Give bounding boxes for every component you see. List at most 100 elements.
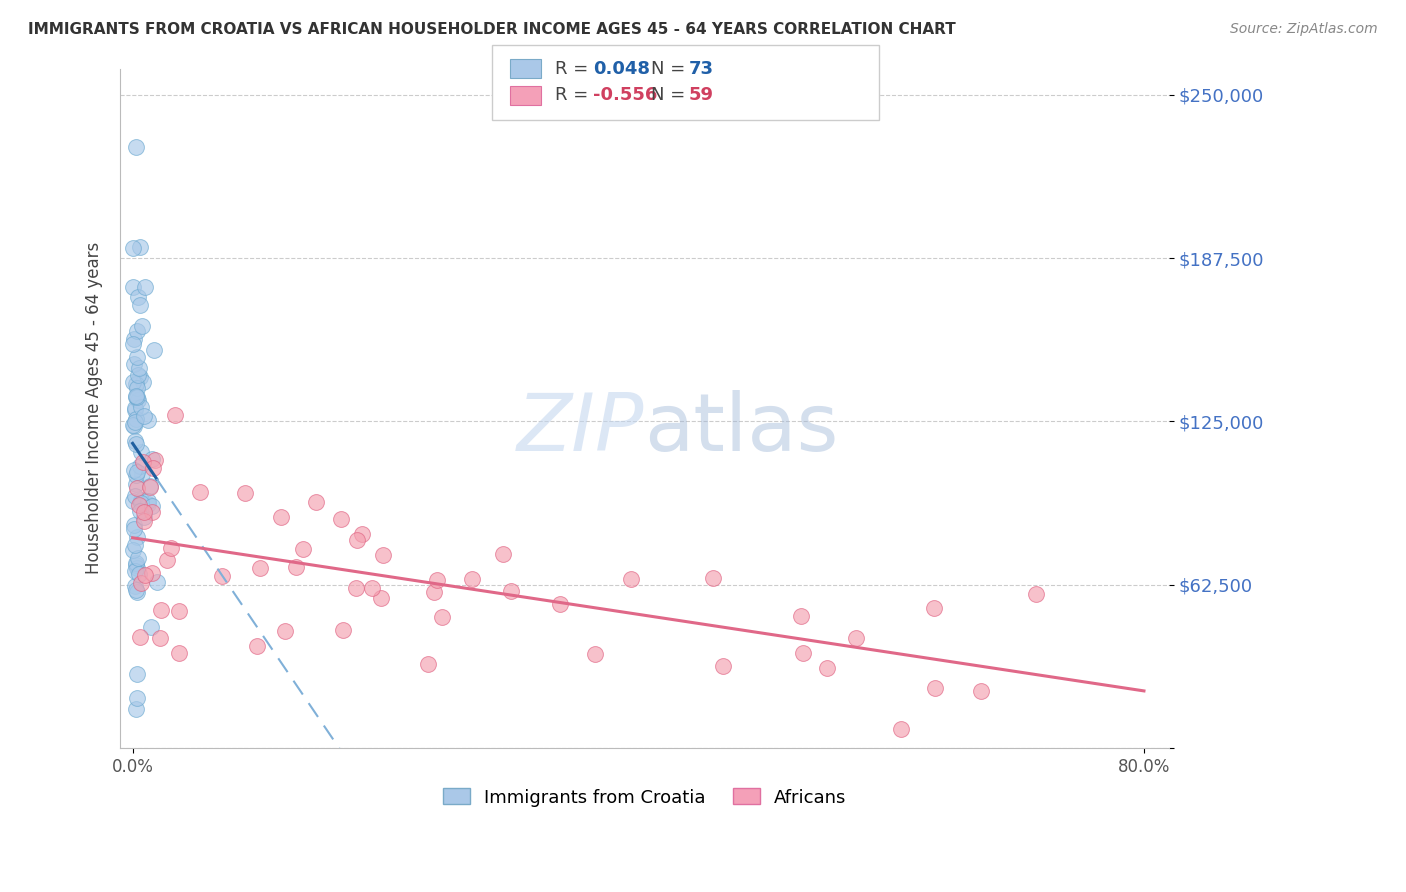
Text: -0.556: -0.556: [593, 87, 658, 104]
Text: atlas: atlas: [644, 390, 839, 467]
Point: [128, 369, 150, 384]
Point: [132, 510, 155, 524]
Point: [141, 452, 163, 467]
Point: [134, 280, 156, 294]
Point: [125, 585, 148, 599]
Point: [416, 657, 439, 671]
Y-axis label: Householder Income Ages 45 - 64 years: Householder Income Ages 45 - 64 years: [86, 242, 103, 574]
Point: [122, 241, 145, 255]
Point: [371, 548, 394, 562]
Point: [1025, 587, 1047, 601]
Point: [249, 560, 271, 574]
Point: [141, 499, 163, 513]
Point: [125, 381, 148, 395]
Point: [131, 319, 153, 334]
Point: [167, 604, 190, 618]
Point: [291, 542, 314, 557]
Point: [125, 465, 148, 479]
Point: [124, 702, 146, 716]
Point: [122, 375, 145, 389]
Point: [346, 533, 368, 548]
Point: [702, 571, 724, 585]
Text: Source: ZipAtlas.com: Source: ZipAtlas.com: [1230, 22, 1378, 37]
Text: 0.048: 0.048: [593, 60, 651, 78]
Point: [127, 324, 149, 338]
Point: [149, 603, 172, 617]
Point: [129, 444, 152, 458]
Point: [142, 460, 165, 475]
Point: [136, 497, 159, 511]
Point: [128, 498, 150, 512]
Point: [124, 411, 146, 425]
Point: [142, 343, 165, 357]
Point: [125, 467, 148, 482]
Point: [125, 376, 148, 391]
Point: [156, 553, 179, 567]
Text: 73: 73: [689, 60, 714, 78]
Point: [122, 331, 145, 345]
Point: [125, 476, 148, 491]
Point: [141, 566, 163, 580]
Point: [132, 375, 155, 389]
Point: [131, 493, 153, 508]
Point: [245, 639, 267, 653]
Point: [125, 390, 148, 404]
Point: [122, 517, 145, 532]
Point: [583, 648, 606, 662]
Point: [430, 610, 453, 624]
Point: [125, 482, 148, 496]
Point: [233, 485, 256, 500]
Point: [124, 462, 146, 476]
Point: [492, 547, 515, 561]
Point: [845, 631, 868, 645]
Point: [125, 436, 148, 450]
Point: [122, 280, 145, 294]
Point: [163, 408, 186, 422]
Point: [124, 401, 146, 415]
Point: [129, 298, 152, 312]
Point: [125, 389, 148, 403]
Point: [122, 417, 145, 432]
Point: [970, 684, 993, 698]
Point: [128, 458, 150, 473]
Point: [125, 583, 148, 598]
Text: ZIP: ZIP: [517, 390, 644, 467]
Legend: Immigrants from Croatia, Africans: Immigrants from Croatia, Africans: [436, 781, 853, 814]
Point: [124, 538, 146, 552]
Point: [426, 573, 449, 587]
Point: [124, 579, 146, 593]
Point: [284, 560, 307, 574]
Point: [132, 455, 155, 469]
Point: [344, 581, 367, 595]
Point: [924, 681, 946, 695]
Point: [124, 434, 146, 448]
Point: [124, 415, 146, 429]
Point: [159, 541, 181, 555]
Text: 59: 59: [689, 87, 714, 104]
Point: [125, 667, 148, 681]
Point: [274, 624, 297, 639]
Point: [128, 240, 150, 254]
Point: [124, 489, 146, 503]
Point: [128, 361, 150, 376]
Point: [122, 336, 145, 351]
Point: [143, 453, 166, 467]
Point: [122, 357, 145, 371]
Point: [136, 413, 159, 427]
Point: [127, 368, 149, 382]
Point: [128, 567, 150, 582]
Text: R =: R =: [555, 87, 595, 104]
Point: [922, 600, 945, 615]
Point: [332, 624, 354, 638]
Point: [122, 522, 145, 536]
Point: [131, 467, 153, 481]
Point: [125, 690, 148, 705]
Text: IMMIGRANTS FROM CROATIA VS AFRICAN HOUSEHOLDER INCOME AGES 45 - 64 YEARS CORRELA: IMMIGRANTS FROM CROATIA VS AFRICAN HOUSE…: [28, 22, 956, 37]
Point: [129, 575, 152, 590]
Point: [124, 556, 146, 570]
Point: [129, 504, 152, 518]
Point: [127, 392, 149, 407]
Point: [122, 543, 145, 558]
Text: R =: R =: [555, 60, 595, 78]
Point: [125, 140, 148, 154]
